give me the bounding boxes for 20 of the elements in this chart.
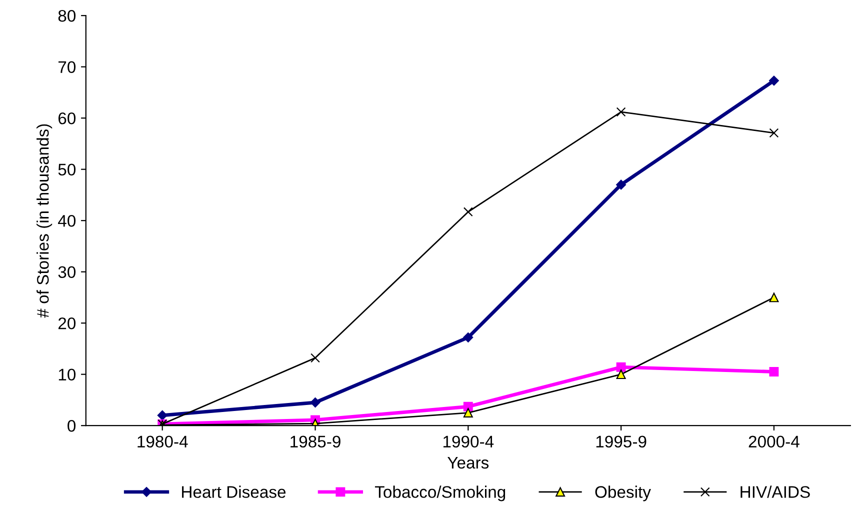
legend-label: Tobacco/Smoking [374,486,506,502]
y-tick-label: 40 [58,214,76,227]
x-tick-label: 1985-9 [290,436,340,448]
x-axis-title: Years [448,457,489,469]
x-tick-label: 1980-4 [138,436,188,448]
y-tick-label: 30 [58,266,76,278]
y-tick-label: 20 [58,317,76,330]
y-tick-label: 80 [58,10,76,22]
legend-label: Heart Disease [182,486,286,498]
y-tick-label: 70 [58,61,76,74]
x-tick-label: 1995-9 [596,436,646,448]
y-axis-title: # of Stories (in thousands) [36,124,52,318]
y-tick-label: 50 [58,164,76,176]
legend-label: Obesity [595,486,651,502]
y-tick-label: 60 [58,112,76,124]
x-tick-label: 2000-4 [748,436,800,448]
legend-label: HIV/AIDS [740,486,810,498]
y-tick-label: 10 [58,368,76,381]
x-tick-label: 1990-4 [443,436,494,448]
y-tick-label: 0 [68,420,76,432]
